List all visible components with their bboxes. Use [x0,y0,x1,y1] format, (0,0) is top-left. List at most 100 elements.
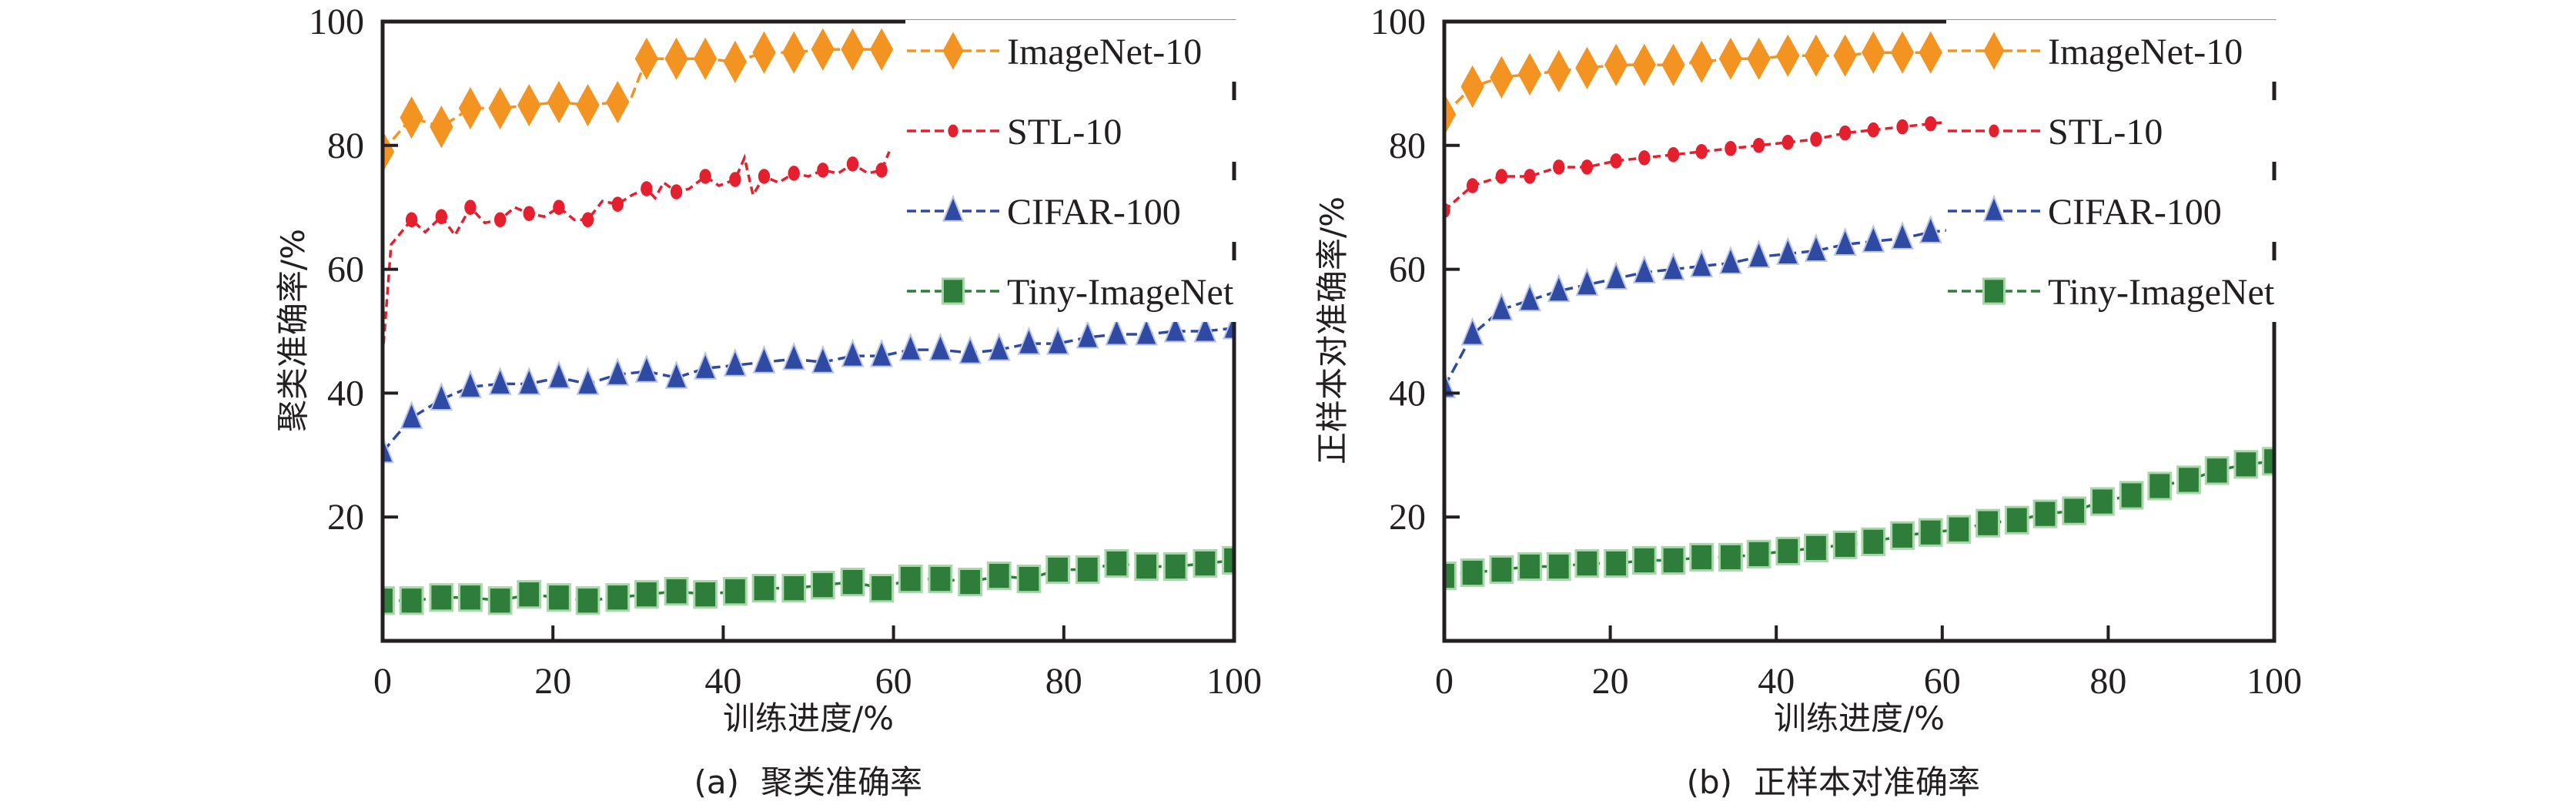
x-tick-label: 40 [704,661,741,702]
axes-frame [1442,19,2277,643]
x-tick-label: 20 [1592,661,1629,702]
axes: 0 20 40 60 80 100 20 40 60 80 100 [1370,2,2302,702]
diamond-marker [1604,43,1628,86]
square-marker [1832,530,1858,559]
diamond-marker [1862,31,1885,74]
triangle-marker [723,347,747,377]
y-tick-label: 100 [309,2,364,42]
diamond-marker [1983,32,2005,70]
legend-background [905,180,1244,242]
triangle-marker [576,366,600,395]
triangle-marker [782,341,806,370]
diamond-marker [1490,55,1514,99]
square-marker [1444,561,1457,591]
circle-marker [641,181,653,196]
square-marker [399,586,424,615]
square-marker [1689,542,1715,572]
legend-item: CIFAR-100 [905,180,1244,242]
circle-marker [846,156,859,172]
diamond-marker [869,28,894,71]
triangle-marker [1833,226,1857,256]
diamond-marker [400,96,423,139]
series-line [1444,119,1959,212]
circle-marker [758,169,771,184]
square-marker [1460,558,1485,588]
y-tick-label: 80 [1389,126,1426,166]
square-marker [1193,548,1218,578]
y-tick-label: 20 [1389,497,1426,538]
series-tiny-imagenet [383,545,1234,615]
series-line [383,151,891,357]
y-axis-title: 聚类准确率/% [274,229,312,432]
plot-area: 0 20 40 60 80 100 20 40 60 80 100 [309,2,1262,702]
square-marker [1975,508,2000,538]
triangle-marker [1661,252,1685,281]
square-marker [2204,456,2230,485]
diamond-marker [1747,37,1771,80]
circle-marker [405,212,418,228]
circle-marker [1781,134,1794,150]
diamond-marker [1444,93,1457,136]
y-tick-label: 60 [327,250,364,290]
square-marker [487,586,513,615]
caption: (a) 聚类准确率 [694,763,922,801]
circle-marker [1896,119,1909,135]
triangle-marker [430,381,453,411]
square-marker [1746,539,1771,569]
legend-label: ImageNet-10 [1007,32,1202,72]
circle-marker [1667,147,1680,163]
series-imagenet-10 [1444,31,1971,136]
triangle-marker [811,344,835,374]
diamond-marker [1547,49,1571,92]
x-axis-title: 训练进度/% [1774,699,1945,737]
square-marker [869,574,895,603]
square-marker [1163,552,1188,582]
diamond-marker [1919,31,1942,74]
square-marker [810,571,835,600]
diamond-marker [1776,34,1800,77]
square-marker [1016,565,1042,594]
series-cifar-100 [383,310,1234,464]
triangle-marker [1919,214,1942,243]
triangle-marker [1017,326,1041,355]
diamond-marker [942,32,964,70]
circle-marker [1581,159,1594,175]
triangle-marker [752,344,776,374]
caption-text: 聚类准确率 [761,763,922,801]
triangle-marker [400,401,423,430]
square-marker [605,583,631,612]
series-stl-10 [1444,112,1965,219]
circle-marker [1989,124,1999,138]
caption: (b) 正样本对准确率 [1687,763,1980,801]
square-marker [1982,277,2006,305]
legend-item: STL-10 [1946,100,2285,162]
circle-marker [581,212,594,228]
triangle-marker [1105,317,1129,346]
square-marker [986,561,1012,591]
series-imagenet-10 [383,28,894,173]
caption-prefix: (a) [694,763,739,801]
triangle-marker [841,338,865,367]
panel-b-chart: 正样本对准确率/% 训练进度/% (b) 正样本对准确率 0 20 40 60 80 10… [1313,2,2302,801]
circle-marker [1638,150,1651,166]
y-tick-label: 20 [327,497,364,538]
square-marker [2119,481,2144,510]
circle-marker [1466,178,1479,193]
triangle-marker [517,366,541,395]
square-marker [575,586,601,615]
circle-marker [1867,122,1880,138]
diamond-marker [781,31,806,74]
circle-marker [1810,131,1822,147]
y-tick-label: 40 [327,373,364,414]
triangle-marker [1193,313,1217,343]
axes-frame [380,19,1236,643]
square-marker [2233,450,2259,479]
triangle-marker [1163,313,1187,343]
square-marker [1604,548,1629,578]
square-marker [840,568,865,597]
x-tick-label: 60 [875,661,912,702]
triangle-marker [1076,320,1099,349]
diamond-marker [547,80,571,124]
square-marker [1804,533,1828,562]
